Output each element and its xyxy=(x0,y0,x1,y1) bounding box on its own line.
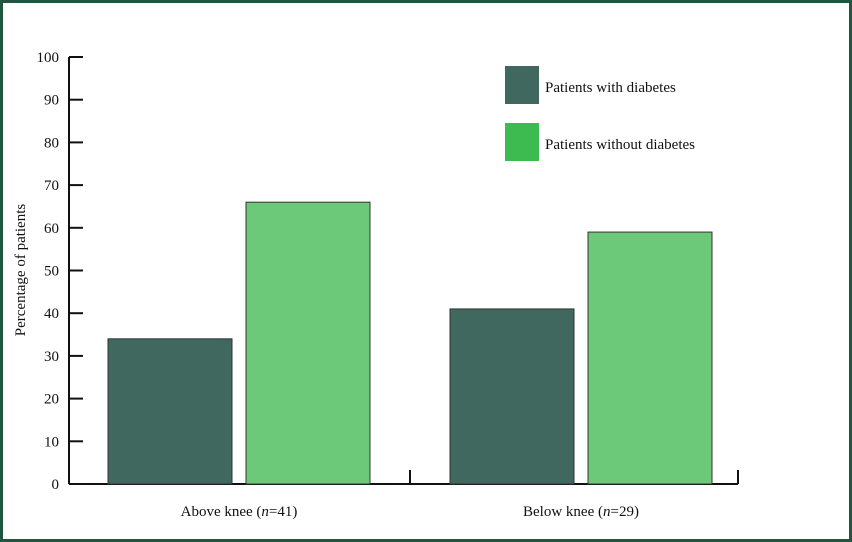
bar-without-diabetes-1 xyxy=(587,231,713,485)
y-tick-label: 90 xyxy=(44,93,59,109)
legend: Patients with diabetes Patients without d… xyxy=(505,66,695,161)
y-tick-label: 50 xyxy=(44,264,59,280)
y-tick-label: 100 xyxy=(37,50,60,66)
y-tick-label: 60 xyxy=(44,221,59,237)
y-tick-label: 10 xyxy=(44,434,59,450)
bar-with-diabetes-0 xyxy=(107,338,233,485)
x-category-label: Below knee (n=29) xyxy=(523,504,639,520)
legend-label-0: Patients with diabetes xyxy=(545,80,676,96)
x-category-labels: Above knee (n=41) Below knee (n=29) xyxy=(181,504,639,520)
y-tick-label: 40 xyxy=(44,306,59,322)
y-axis-label: Percentage of patients xyxy=(13,204,29,337)
bar-without-diabetes-0 xyxy=(245,201,371,485)
legend-swatch-1 xyxy=(505,123,539,161)
y-tick-label: 30 xyxy=(44,349,59,365)
y-tick-label: 20 xyxy=(44,392,59,408)
legend-swatch-0 xyxy=(505,66,539,104)
y-tick-label: 80 xyxy=(44,135,59,151)
x-category-label: Above knee (n=41) xyxy=(181,504,298,520)
legend-label-1: Patients without diabetes xyxy=(545,137,695,153)
bars xyxy=(107,201,713,485)
y-tick-label: 0 xyxy=(52,477,60,493)
bar-with-diabetes-1 xyxy=(449,308,575,485)
y-axis: 0 10 20 30 40 50 60 70 80 90 100 xyxy=(37,50,83,493)
y-tick-label: 70 xyxy=(44,178,59,194)
